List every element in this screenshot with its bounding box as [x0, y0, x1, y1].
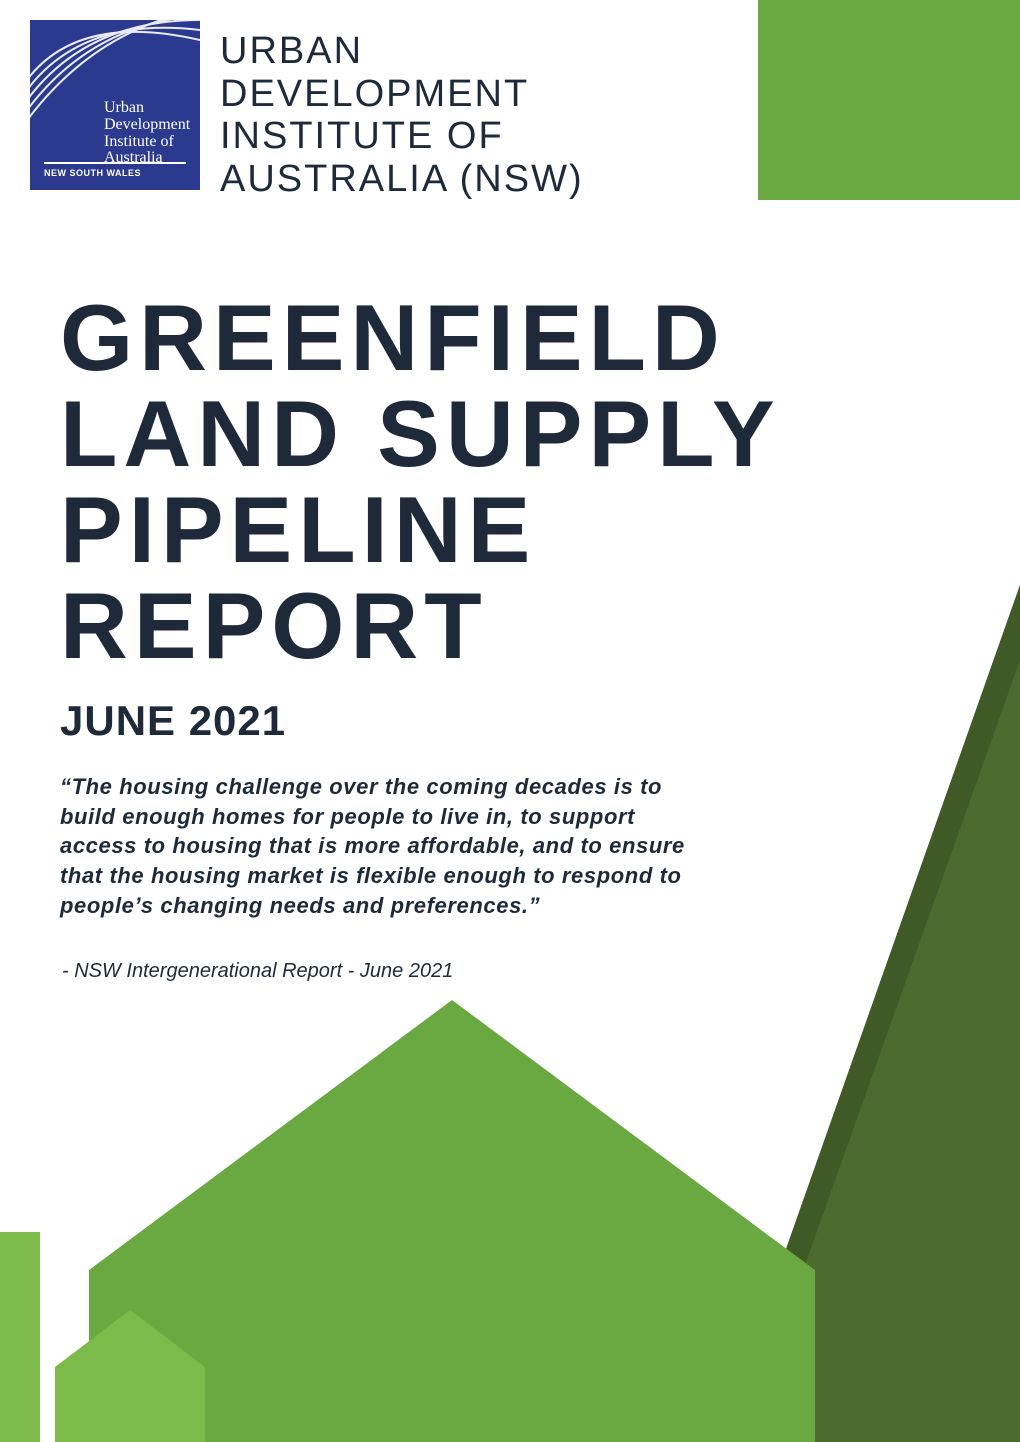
org-name-line1: URBAN — [220, 30, 584, 73]
report-date: JUNE 2021 — [60, 697, 286, 745]
org-name-line2: DEVELOPMENT — [220, 73, 584, 116]
bottom-left-accent-bar — [0, 1232, 40, 1442]
title-line3: PIPELINE — [60, 482, 781, 578]
org-name: URBAN DEVELOPMENT INSTITUTE OF AUSTRALIA… — [220, 30, 584, 200]
logo-line3: Institute of — [104, 134, 190, 151]
right-wedge — [718, 585, 1020, 1442]
top-right-accent-bar — [758, 0, 1020, 200]
report-title: GREENFIELD LAND SUPPLY PIPELINE REPORT — [60, 290, 781, 674]
large-house-shape — [89, 1000, 815, 1442]
logo-nsw-label: NEW SOUTH WALES — [44, 168, 186, 178]
right-wedge-shadow — [718, 585, 1020, 1442]
org-name-line4: AUSTRALIA (NSW) — [220, 158, 584, 201]
small-house-shape — [55, 1310, 205, 1442]
logo-line4: Australia — [104, 150, 190, 167]
udia-logo: Urban Development Institute of Australia… — [30, 20, 200, 190]
cover-quote: “The housing challenge over the coming d… — [60, 772, 700, 920]
quote-attribution: - NSW Intergenerational Report - June 20… — [62, 960, 453, 983]
org-name-line3: INSTITUTE OF — [220, 115, 584, 158]
report-cover: Urban Development Institute of Australia… — [0, 0, 1020, 1442]
logo-text: Urban Development Institute of Australia — [104, 100, 190, 167]
title-line1: GREENFIELD — [60, 290, 781, 386]
logo-line1: Urban — [104, 100, 190, 117]
title-line4: REPORT — [60, 578, 781, 674]
title-line2: LAND SUPPLY — [60, 386, 781, 482]
logo-line2: Development — [104, 117, 190, 134]
